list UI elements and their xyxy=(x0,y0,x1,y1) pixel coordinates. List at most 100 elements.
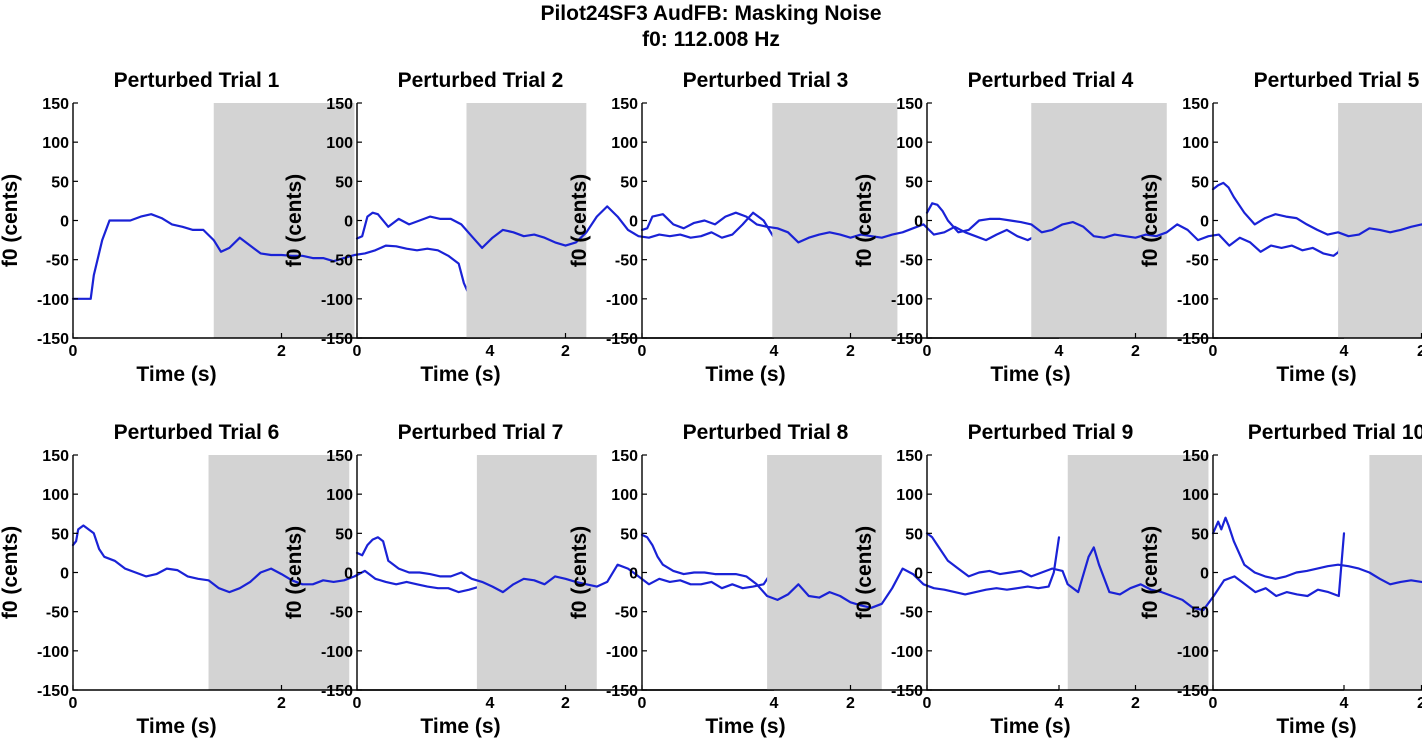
x-axis-label: Time (s) xyxy=(1276,715,1356,738)
x-tick-label: 4 xyxy=(770,695,779,712)
y-tick-label: 50 xyxy=(51,526,69,543)
y-tick-label: -100 xyxy=(37,644,69,661)
y-axis-label: f0 (cents) xyxy=(0,526,22,619)
y-tick-label: 100 xyxy=(326,487,353,504)
x-axis-label: Time (s) xyxy=(1276,363,1356,386)
x-tick-label: 2 xyxy=(277,695,286,712)
x-tick-label: 4 xyxy=(486,343,495,360)
f0-trace xyxy=(640,533,1061,609)
subplot-grid: -150 -100 -50 0 50 100 150 0 2 4 Perturbed Trial 1… xyxy=(0,69,1422,738)
x-tick-label: 2 xyxy=(561,695,570,712)
perturbation-window xyxy=(772,103,898,338)
y-tick-label: 50 xyxy=(335,526,353,543)
y-axis-label: f0 (cents) xyxy=(1139,526,1162,619)
y-tick-label: 50 xyxy=(620,526,638,543)
y-tick-label: -100 xyxy=(1177,292,1209,309)
y-tick-label: -50 xyxy=(330,605,353,622)
x-tick-label: 2 xyxy=(1417,343,1422,360)
y-axis-label: f0 (cents) xyxy=(1139,174,1162,267)
y-tick-label: -50 xyxy=(1186,605,1209,622)
f0-trace xyxy=(355,205,776,249)
x-tick-label: 4 xyxy=(486,695,495,712)
y-tick-label: 0 xyxy=(60,214,69,231)
f0-trace xyxy=(71,213,492,307)
x-tick-label: 4 xyxy=(1340,695,1349,712)
subplot-1: -150 -100 -50 0 50 100 150 0 2 4 Perturbed Trial 1… xyxy=(0,69,495,386)
x-tick-label: 0 xyxy=(69,343,78,360)
x-tick-label: 2 xyxy=(846,695,855,712)
y-tick-label: -100 xyxy=(891,292,923,309)
y-tick-label: 50 xyxy=(51,174,69,191)
f0-trace xyxy=(1211,181,1422,238)
y-tick-label: 150 xyxy=(896,448,923,465)
figure-subtitle: f0: 112.008 Hz xyxy=(642,28,780,51)
y-tick-label: -100 xyxy=(321,292,353,309)
subplot-8: -150 -100 -50 0 50 100 150 0 2 4 Perturbed Trial 8… xyxy=(568,421,1064,738)
x-axis-label: Time (s) xyxy=(705,715,785,738)
f0-trace xyxy=(355,536,776,594)
subplot-3: -150 -100 -50 0 50 100 150 0 2 4 Perturbed Trial 3… xyxy=(568,69,1064,386)
y-tick-label: 150 xyxy=(896,96,923,113)
x-tick-label: 2 xyxy=(1417,695,1422,712)
subplot-2: -150 -100 -50 0 50 100 150 0 2 4 Perturbed Trial 2… xyxy=(283,69,779,386)
x-axis-label: Time (s) xyxy=(136,715,216,738)
y-axis-label: f0 (cents) xyxy=(568,526,591,619)
y-tick-label: 0 xyxy=(1200,566,1209,583)
y-tick-label: 150 xyxy=(42,96,69,113)
y-tick-label: 0 xyxy=(344,566,353,583)
y-tick-label: -150 xyxy=(606,683,638,700)
y-axis-label: f0 (cents) xyxy=(568,174,591,267)
x-axis-label: Time (s) xyxy=(136,363,216,386)
y-tick-label: 100 xyxy=(611,135,638,152)
y-tick-label: -150 xyxy=(37,331,69,348)
y-tick-label: -150 xyxy=(321,331,353,348)
y-tick-label: 50 xyxy=(905,526,923,543)
x-tick-label: 4 xyxy=(1055,343,1064,360)
y-tick-label: 150 xyxy=(326,96,353,113)
subplot-6: -150 -100 -50 0 50 100 150 0 2 4 Perturbed Trial 6… xyxy=(0,421,495,738)
y-axis-label: f0 (cents) xyxy=(853,174,876,267)
subplot-7: -150 -100 -50 0 50 100 150 0 2 4 Perturbed Trial 7… xyxy=(283,421,779,738)
perturbation-window xyxy=(1369,455,1422,690)
f0-trace xyxy=(640,211,1061,244)
y-tick-label: 50 xyxy=(905,174,923,191)
figure-title: Pilot24SF3 AudFB: Masking Noise xyxy=(540,2,881,25)
perturbation-window xyxy=(1338,103,1422,338)
y-tick-label: 0 xyxy=(1200,214,1209,231)
y-tick-label: 100 xyxy=(42,135,69,152)
x-axis-label: Time (s) xyxy=(990,363,1070,386)
y-tick-label: 150 xyxy=(1182,448,1209,465)
subplot-title: Perturbed Trial 5 xyxy=(1254,69,1420,92)
perturbation-window xyxy=(213,103,355,338)
y-tick-label: 150 xyxy=(42,448,69,465)
x-axis-label: Time (s) xyxy=(420,363,500,386)
f0-trace xyxy=(71,524,492,594)
x-axis-label: Time (s) xyxy=(990,715,1070,738)
y-tick-label: -150 xyxy=(1177,331,1209,348)
y-axis-label: f0 (cents) xyxy=(283,174,306,267)
x-tick-label: 2 xyxy=(846,343,855,360)
y-tick-label: 100 xyxy=(896,135,923,152)
y-tick-label: -100 xyxy=(606,292,638,309)
perturbation-window xyxy=(1067,455,1209,690)
y-axis-label: f0 (cents) xyxy=(283,526,306,619)
x-tick-label: 0 xyxy=(923,343,932,360)
y-tick-label: -100 xyxy=(606,644,638,661)
subplot-4: -150 -100 -50 0 50 100 150 0 2 4 Perturbed Trial 4… xyxy=(853,69,1349,386)
y-tick-label: 100 xyxy=(1182,487,1209,504)
f0-trace xyxy=(925,532,1346,612)
y-tick-label: 150 xyxy=(611,96,638,113)
x-tick-label: 0 xyxy=(1209,343,1218,360)
x-tick-label: 0 xyxy=(638,343,647,360)
x-axis-label: Time (s) xyxy=(420,715,500,738)
subplot-title: Perturbed Trial 3 xyxy=(683,69,849,92)
y-tick-label: -50 xyxy=(330,253,353,270)
y-tick-label: 150 xyxy=(326,448,353,465)
f0-trace xyxy=(925,202,1346,257)
subplot-title: Perturbed Trial 6 xyxy=(114,421,280,444)
x-tick-label: 4 xyxy=(770,343,779,360)
subplot-title: Perturbed Trial 10 xyxy=(1248,421,1422,444)
y-tick-label: 150 xyxy=(1182,96,1209,113)
y-tick-label: -50 xyxy=(1186,253,1209,270)
